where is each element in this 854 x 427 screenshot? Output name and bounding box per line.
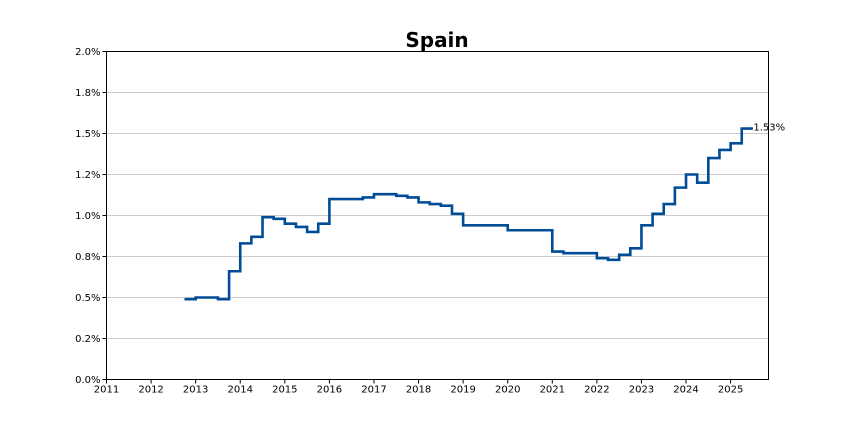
y-tick-label: 1.8% (75, 88, 100, 99)
x-axis: 2011 2012 2013 2014 2015 2016 2017 2018 2019 2020… (94, 379, 743, 396)
y-tick-label: 2.0% (75, 47, 100, 58)
x-tick-label: 2015 (272, 385, 297, 396)
y-tick-label: 1.5% (75, 129, 100, 140)
y-tick-label: 1.2% (75, 170, 100, 181)
x-tick-label: 2013 (183, 385, 208, 396)
series-line (184, 127, 753, 301)
y-tick-label: 0.2% (75, 334, 100, 345)
x-tick-label: 2020 (495, 385, 520, 396)
x-tick-label: 2025 (718, 385, 743, 396)
x-tick-label: 2024 (673, 385, 698, 396)
x-tick-label: 2014 (228, 385, 253, 396)
x-tick-label: 2019 (450, 385, 475, 396)
x-tick-label: 2012 (138, 385, 163, 396)
x-tick-label: 2011 (94, 385, 119, 396)
x-tick-label: 2016 (317, 385, 342, 396)
y-tick-label: 0.5% (75, 293, 100, 304)
x-tick-label: 2023 (629, 385, 654, 396)
y-tick-label: 1.0% (75, 211, 100, 222)
x-tick-label: 2022 (584, 385, 609, 396)
chart-title: Spain (405, 28, 468, 52)
x-tick-label: 2021 (540, 385, 565, 396)
y-tick-label: 0.0% (75, 375, 100, 386)
y-tick-label: 0.8% (75, 252, 100, 263)
x-tick-label: 2018 (406, 385, 431, 396)
end-value-label: 1.53% (753, 123, 785, 134)
y-axis: 0.0% 0.2% 0.5% 0.8% 1.0% 1.2% 1.5% 1.8% 2.0% (75, 47, 107, 386)
grid-lines (106, 92, 769, 339)
series-layer (184, 127, 753, 301)
x-tick-label: 2017 (361, 385, 386, 396)
